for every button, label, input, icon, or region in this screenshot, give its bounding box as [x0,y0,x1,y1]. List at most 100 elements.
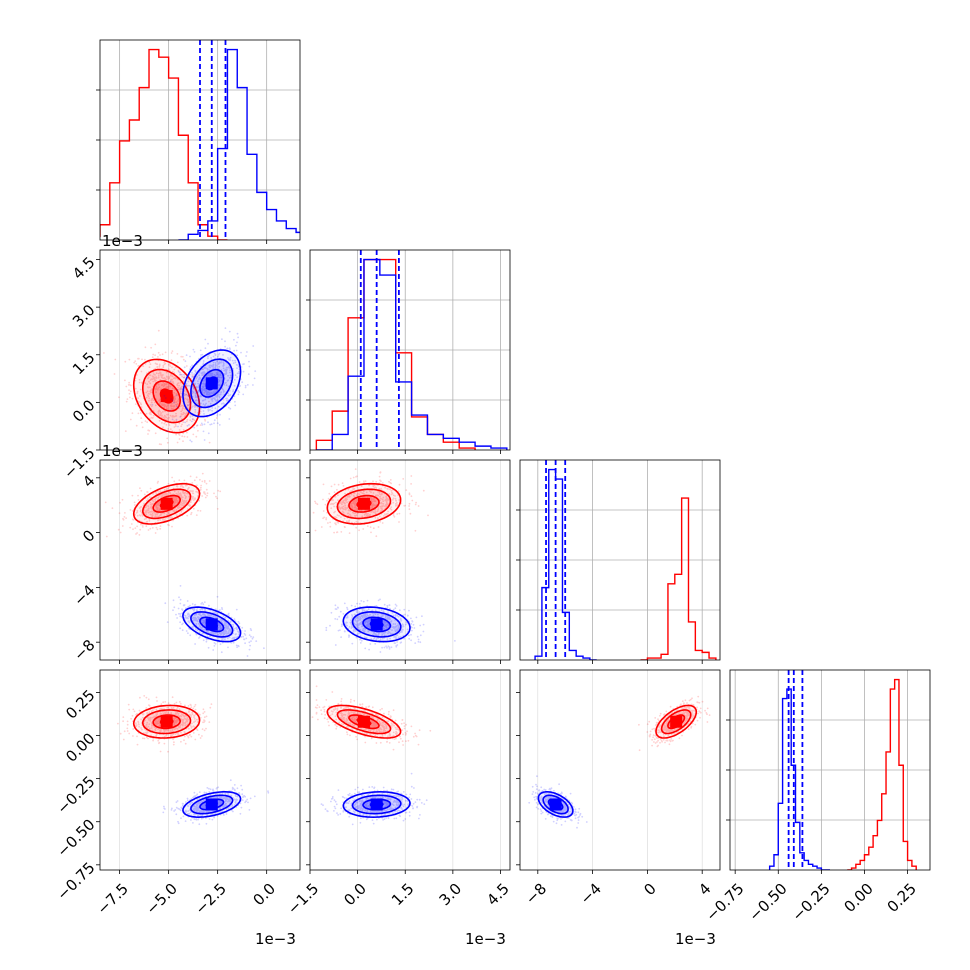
scatter-point [176,514,178,516]
scatter-point [173,728,176,731]
scatter-point [195,435,198,438]
scatter-point [192,387,195,390]
scatter-point [214,363,217,366]
scatter-point [216,373,219,376]
scatter-point [390,508,393,511]
scatter-point [156,722,159,725]
scatter-point [361,492,364,495]
scatter-point [152,492,155,495]
histogram-series-0 [640,497,717,660]
scatter-point [159,372,162,375]
scatter-point [202,603,205,606]
scatter-point [194,617,196,620]
scatter-point [190,735,193,738]
scatter-point [164,492,166,495]
scatter-point [200,603,203,605]
scatter-point [122,517,124,520]
scatter-point [147,498,149,500]
scatter-point [356,625,359,627]
scatter-point [185,393,188,396]
scatter-point [384,631,387,634]
scatter-point [408,634,410,637]
scatter-point [356,623,358,626]
scatter-point [154,362,157,365]
scatter-point [200,626,202,629]
scatter-point [199,510,202,512]
scatter-point [203,372,206,374]
scatter-point [165,735,167,737]
scatter-point [330,485,333,488]
scatter-point [176,389,179,391]
scatter-point [376,494,379,497]
scatter-point [243,363,245,365]
scatter-point [194,369,197,372]
scatter-point [146,394,149,396]
scatter-point [211,392,214,394]
scatter-point [156,713,159,716]
scatter-point [156,507,159,510]
scatter-point [179,613,182,615]
scatter-point [364,647,367,650]
scatter-point [193,795,196,798]
scatter-point [221,619,223,622]
scatter-point [378,487,381,490]
scatter-point [148,366,151,369]
scatter-point [159,490,161,493]
scatter-point [202,368,205,371]
scatter-point [337,483,340,486]
scatter-point [135,533,137,535]
scatter-point [235,644,238,647]
scatter-point [227,632,230,635]
scatter-point [197,400,200,402]
scatter-point [204,419,207,422]
scatter-point [385,499,388,502]
scatter-point [390,620,392,623]
scatter-point [208,787,210,790]
scatter-point [236,341,238,344]
scatter-point [158,503,160,506]
scatter-point [364,613,367,616]
scatter-point [207,404,210,407]
scatter-point [129,509,132,511]
scatter-point [387,645,390,648]
scatter-point [392,497,395,500]
scatter-point [166,417,169,420]
scatter-point [405,621,408,624]
scatter-point [156,722,158,725]
scatter-point [182,491,185,493]
scatter-point [199,478,201,481]
scatter-point [356,486,359,488]
scatter-point [354,505,357,507]
scatter-point [172,498,175,501]
scatter-point [179,493,182,496]
scatter-point [151,512,154,515]
scatter-point [388,648,391,650]
y-tick-label: −8 [70,636,98,664]
scatter-point [227,626,230,629]
scatter-point [390,646,393,649]
scatter-point [394,607,397,610]
scatter-point [192,348,195,351]
scatter-point [389,479,392,481]
scatter-point [194,396,197,398]
scatter-point [417,638,420,641]
panel-content [103,250,267,450]
scatter-point [244,642,247,645]
scatter-point [165,488,168,491]
scatter-point [203,423,206,426]
scatter-point [185,810,188,813]
scatter-point [140,718,143,721]
scatter-point [354,514,356,517]
scatter-point [203,614,206,616]
scatter-point [184,714,187,717]
scatter-point [145,729,148,732]
scatter-point [196,620,199,623]
scatter-point [168,491,171,493]
scatter-point [135,722,137,725]
scatter-point [218,380,221,382]
scatter-point [158,722,160,725]
scatter-point [400,628,403,631]
scatter-point [385,497,388,499]
scatter-point [362,490,365,493]
scatter-point [150,710,153,713]
